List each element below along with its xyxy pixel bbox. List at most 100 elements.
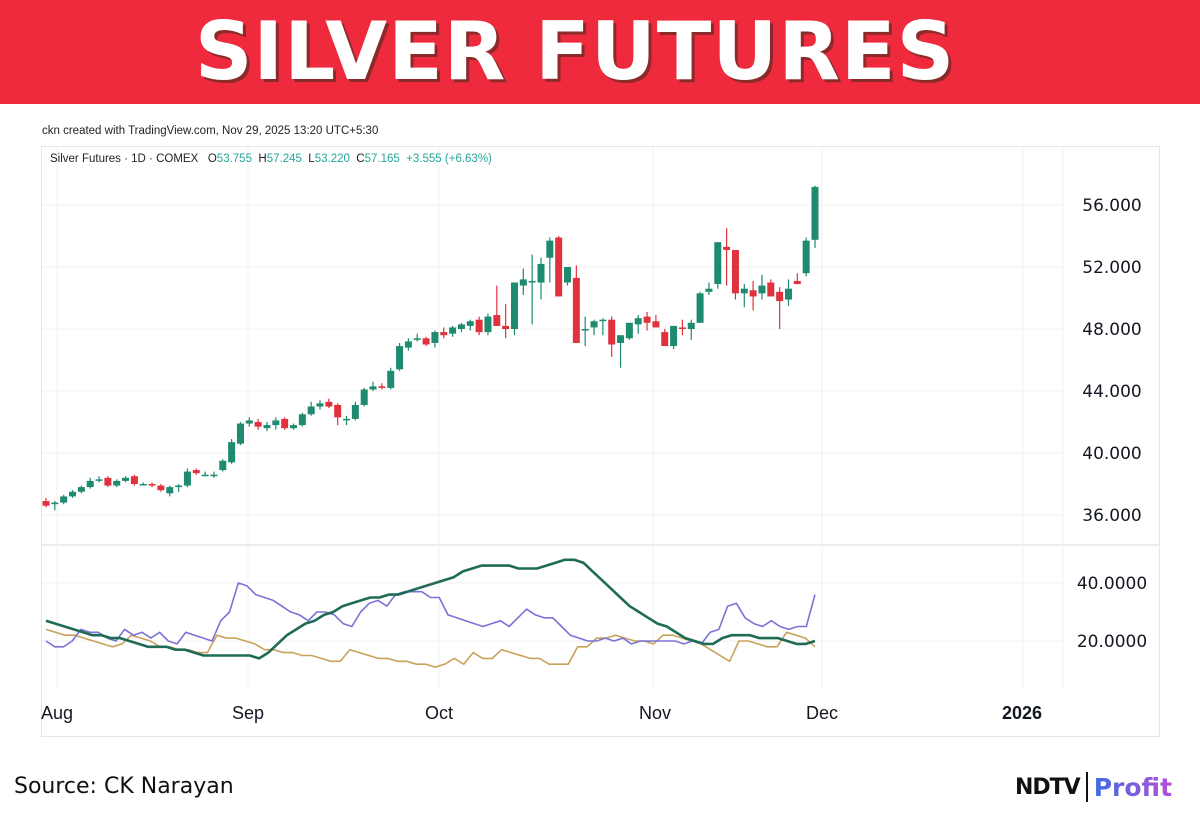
candle-body <box>360 389 368 405</box>
candle-body <box>758 285 766 294</box>
candle-body <box>440 332 448 336</box>
candle-body <box>714 242 722 285</box>
price-axis-label: 44.000 <box>1082 382 1141 402</box>
logo-profit: Profit <box>1093 772 1173 802</box>
high-value: 57.245 <box>266 153 302 165</box>
candle-body <box>289 425 297 429</box>
candle-body <box>175 485 183 488</box>
header-banner: SILVER FUTURES <box>0 0 1200 104</box>
candle-body <box>192 470 200 474</box>
price-axis-label: 48.000 <box>1082 320 1141 340</box>
candle-body <box>387 370 395 388</box>
candle-body <box>325 401 333 407</box>
candle-body <box>77 487 85 492</box>
candle-body <box>369 386 377 390</box>
candle-body <box>767 282 775 297</box>
time-axis-label: Oct <box>425 703 453 723</box>
candle-body <box>42 501 50 506</box>
candle-body <box>201 474 209 477</box>
candle-body <box>122 477 130 481</box>
candle-body <box>219 460 227 471</box>
candle-body <box>245 420 253 424</box>
candle-body <box>104 477 112 486</box>
candle-body <box>811 186 819 240</box>
candle-body <box>139 484 147 486</box>
candle-body <box>581 329 589 331</box>
candle-body <box>555 237 563 297</box>
candle-body <box>272 420 280 426</box>
candle-body <box>51 502 59 505</box>
candle-body <box>502 325 510 329</box>
time-axis-label: Aug <box>41 703 73 723</box>
candle-body <box>69 491 77 497</box>
candle-body <box>281 418 289 429</box>
candle-body <box>254 422 262 427</box>
candle-body <box>572 277 580 343</box>
open-label: O <box>207 153 217 165</box>
candle-body <box>643 316 651 323</box>
candle-body <box>793 280 801 285</box>
candle-body <box>263 425 271 429</box>
candle-body <box>466 321 474 326</box>
open-value: 53.755 <box>216 153 252 165</box>
candle-body <box>236 423 244 444</box>
symbol-name: Silver Futures · 1D · COMEX <box>50 153 199 165</box>
candle-body <box>731 249 739 294</box>
created-with-note: ckn created with TradingView.com, Nov 29… <box>42 125 379 137</box>
candle-body <box>661 332 669 347</box>
candle-body <box>475 319 483 333</box>
candle-body <box>307 406 315 415</box>
candle-body <box>166 487 174 494</box>
candle-body <box>687 322 695 329</box>
candle-body <box>634 318 642 325</box>
symbol-legend: Silver Futures · 1D · COMEX O53.755 H57.… <box>50 153 492 165</box>
candle-body <box>210 474 218 477</box>
candle-body <box>723 246 731 250</box>
candle-body <box>617 335 625 343</box>
candle-body <box>396 346 404 370</box>
plus-di-line <box>45 582 816 648</box>
indicator-axis-label: 40.0000 <box>1077 574 1147 594</box>
candle-body <box>157 485 165 491</box>
candle-body <box>449 327 457 334</box>
candle-body <box>148 484 156 486</box>
candle-body <box>776 291 784 302</box>
candle-body <box>784 288 792 300</box>
candle-body <box>404 341 412 348</box>
candle-body <box>652 321 660 328</box>
candle-body <box>378 386 386 388</box>
low-value: 53.220 <box>314 153 350 165</box>
ndtv-profit-logo: NDTV Profit <box>1015 770 1172 804</box>
chart-frame <box>41 146 1160 737</box>
candle-body <box>457 324 465 329</box>
candle-body <box>351 404 359 419</box>
logo-divider <box>1085 772 1088 802</box>
candle-body <box>802 240 810 274</box>
candle-body <box>740 288 748 294</box>
candle-body <box>484 316 492 333</box>
price-axis-label: 36.000 <box>1082 506 1141 526</box>
candle-body <box>608 319 616 345</box>
time-axis-label: 2026 <box>1002 703 1042 723</box>
candle-body <box>625 322 633 339</box>
candle-body <box>298 414 306 426</box>
candle-body <box>510 282 518 329</box>
candle-body <box>183 471 191 486</box>
candle-body <box>705 288 713 292</box>
price-axis-label: 52.000 <box>1082 258 1141 278</box>
time-axis-label: Dec <box>806 703 838 723</box>
candle-body <box>696 293 704 323</box>
source-credit: Source: CK Narayan <box>14 774 234 799</box>
candle-body <box>670 325 678 347</box>
change-value: +3.555 (+6.63%) <box>406 153 492 165</box>
candle-body <box>86 480 94 488</box>
candle-body <box>599 319 607 322</box>
page-title: SILVER FUTURES <box>194 5 956 98</box>
price-axis-label: 56.000 <box>1082 196 1141 216</box>
candle-body <box>95 479 103 481</box>
candle-body <box>546 240 554 258</box>
candle-body <box>537 263 545 283</box>
candle-body <box>590 321 598 328</box>
time-axis-label: Nov <box>639 703 671 723</box>
